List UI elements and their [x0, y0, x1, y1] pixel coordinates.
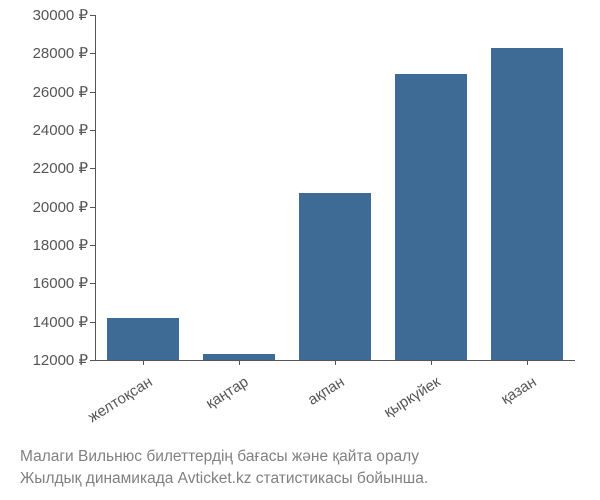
plot-area [95, 15, 575, 360]
y-tick-label: 26000 ₽ [33, 83, 88, 101]
y-tick-label: 14000 ₽ [33, 313, 88, 331]
y-tick-mark [90, 360, 95, 361]
y-tick-label: 16000 ₽ [33, 274, 88, 292]
bar [107, 318, 179, 360]
y-tick-label: 12000 ₽ [33, 351, 88, 369]
bar [395, 74, 467, 360]
caption-line-2: Жылдық динамикада Avticket.kz статистика… [20, 470, 428, 488]
bar [491, 48, 563, 360]
caption-line-1: Малаги Вильнюс билеттердің бағасы және қ… [20, 448, 419, 466]
y-tick-label: 24000 ₽ [33, 121, 88, 139]
y-tick-label: 22000 ₽ [33, 159, 88, 177]
x-tick-mark [527, 360, 528, 365]
x-tick-mark [431, 360, 432, 365]
x-tick-mark [239, 360, 240, 365]
bar [299, 193, 371, 360]
y-tick-label: 20000 ₽ [33, 198, 88, 216]
y-tick-label: 18000 ₽ [33, 236, 88, 254]
y-tick-label: 28000 ₽ [33, 44, 88, 62]
chart-container: 12000 ₽ 14000 ₽ 16000 ₽ 18000 ₽ 20000 ₽ 22000… [0, 0, 600, 500]
y-tick-label: 30000 ₽ [33, 6, 88, 24]
x-tick-mark [143, 360, 144, 365]
x-tick-mark [335, 360, 336, 365]
